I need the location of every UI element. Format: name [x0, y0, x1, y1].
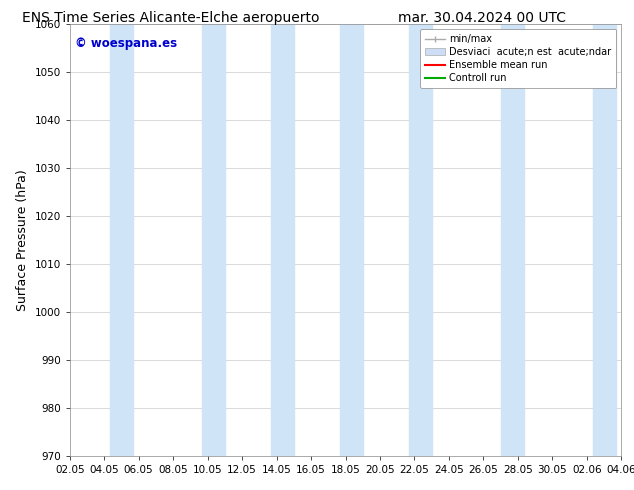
Bar — [593, 24, 616, 456]
Bar — [409, 24, 432, 456]
Legend: min/max, Desviaci  acute;n est  acute;ndar, Ensemble mean run, Controll run: min/max, Desviaci acute;n est acute;ndar… — [420, 29, 616, 88]
Y-axis label: Surface Pressure (hPa): Surface Pressure (hPa) — [16, 169, 29, 311]
Bar — [340, 24, 363, 456]
Text: ENS Time Series Alicante-Elche aeropuerto: ENS Time Series Alicante-Elche aeropuert… — [22, 11, 320, 25]
Bar — [501, 24, 524, 456]
Text: mar. 30.04.2024 00 UTC: mar. 30.04.2024 00 UTC — [398, 11, 566, 25]
Text: © woespana.es: © woespana.es — [75, 37, 178, 50]
Bar — [202, 24, 225, 456]
Bar — [110, 24, 133, 456]
Bar — [271, 24, 294, 456]
